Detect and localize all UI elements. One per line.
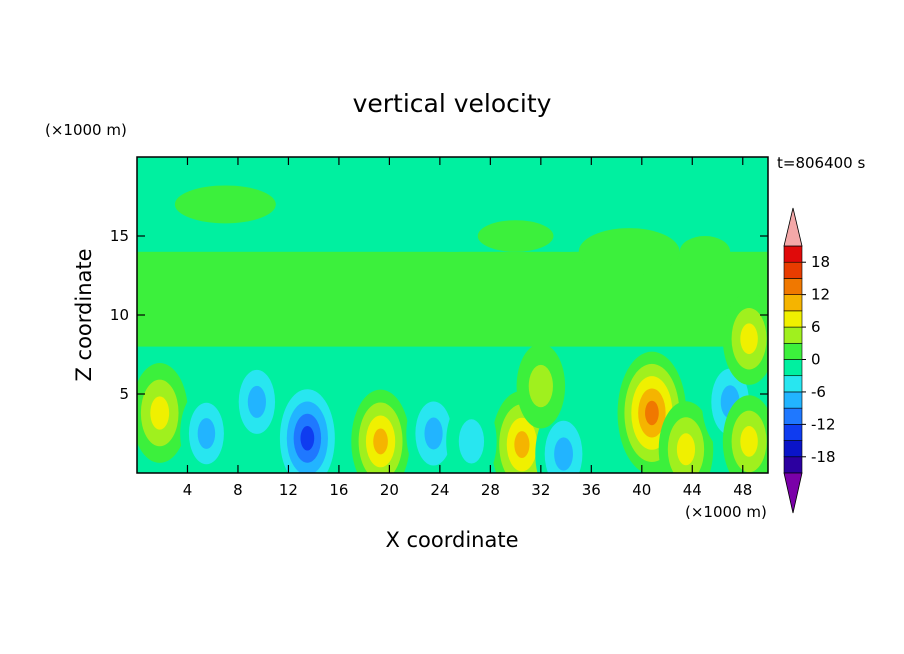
contour-feature [300,425,315,451]
x-tick-label: 16 [329,481,348,499]
colorbar-segment [783,424,803,441]
colorbar-segment [783,326,803,344]
x-unit-label: (×1000 m) [685,503,767,521]
colorbar-segment [783,261,803,279]
colorbar-segment [783,456,803,474]
y-axis-ticks: 5 10 15 [110,227,768,403]
colorbar-segment [783,342,803,360]
contour-feature [528,364,553,408]
colorbar-tick-label: -6 [811,383,826,401]
background-blob [250,164,377,213]
x-tick-label: 12 [279,481,298,499]
x-tick-label: 8 [233,481,243,499]
contour-feature [676,433,696,466]
contour-feature [247,385,266,418]
y-tick-label: 15 [110,227,129,245]
colorbar-segment [783,440,803,458]
background-blob [578,228,680,276]
colorbar-tick-label: 0 [811,351,821,369]
colorbar: 18 12 6 0 -6 -12 -18 [783,207,836,514]
x-tick-label: 40 [632,481,651,499]
positive-band [137,251,768,347]
colorbar-tick-label: 12 [811,286,830,304]
colorbar-segment [783,391,803,409]
colorbar-extend-high [783,207,803,247]
colorbar-tick-label: -18 [811,448,836,466]
x-tick-label: 44 [683,481,702,499]
colorbar-segment [783,310,803,328]
y-unit-label: (×1000 m) [45,121,127,139]
contour-features [137,164,768,473]
contour-feature [740,426,758,457]
y-tick-label: 5 [119,385,129,403]
x-tick-label: 4 [183,481,193,499]
contour-feature [150,396,170,430]
contour-feature [197,418,216,449]
y-tick-label: 10 [110,306,129,324]
contour-feature [373,428,388,455]
background-blob [477,220,554,252]
colorbar-segment [783,245,803,263]
colorbar-segment [783,407,803,425]
contour-feature [554,437,573,471]
x-tick-label: 48 [733,481,752,499]
contour-feature [740,323,758,355]
colorbar-tick-label: -12 [811,415,836,433]
x-tick-label: 24 [430,481,449,499]
background-blob [679,236,731,268]
x-tick-label: 32 [531,481,550,499]
y-axis-label: Z coordinate [72,248,96,381]
background-blob [137,180,201,229]
contour-feature [645,400,659,426]
colorbar-segment [783,359,803,377]
x-axis-ticks: 4 8 12 16 20 24 28 32 36 40 44 48 [183,157,752,499]
time-label: t=806400 s [777,154,865,172]
colorbar-segment [783,375,803,393]
x-tick-label: 28 [481,481,500,499]
chart-title: vertical velocity [353,89,552,118]
contour-feature [424,417,443,450]
background-blob [641,180,743,229]
x-axis-label: X coordinate [385,528,518,552]
x-tick-label: 20 [380,481,399,499]
contour-feature [458,419,485,464]
colorbar-segment [783,294,803,312]
background-blob [174,185,276,224]
contour-feature [514,431,530,458]
x-tick-label: 36 [582,481,601,499]
colorbar-extend-low [783,472,803,514]
contour-field [137,157,768,473]
colorbar-segment [783,278,803,295]
colorbar-tick-label: 18 [811,253,830,271]
colorbar-tick-label: 6 [811,318,821,336]
